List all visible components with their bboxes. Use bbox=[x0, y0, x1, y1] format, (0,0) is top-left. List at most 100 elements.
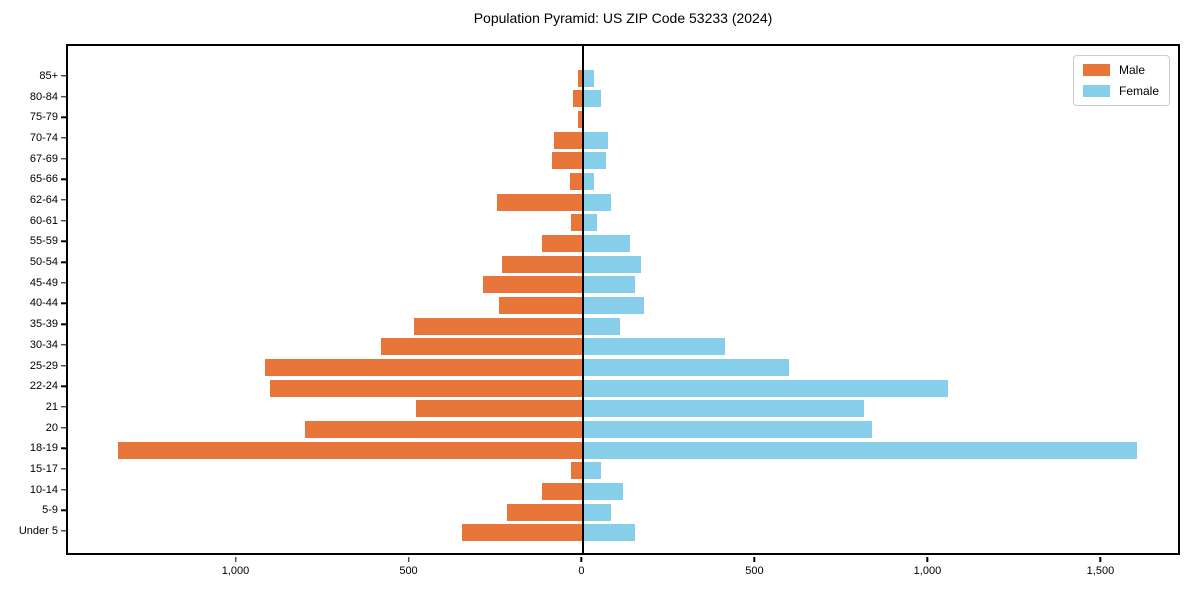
y-tick-label-5-9: 5-9 bbox=[42, 504, 58, 517]
y-tick-mark bbox=[61, 488, 66, 491]
y-tick-label-85+: 85+ bbox=[39, 70, 58, 82]
y-tick-mark bbox=[61, 158, 66, 160]
legend-entry-female: Female bbox=[1082, 84, 1159, 98]
bar-male-20 bbox=[304, 421, 584, 439]
bar-female-70-74 bbox=[583, 131, 608, 149]
bar-male-85+ bbox=[578, 69, 584, 87]
legend-entry-male: Male bbox=[1082, 63, 1159, 77]
y-tick-mark bbox=[61, 199, 66, 201]
y-tick-label-40-44: 40-44 bbox=[29, 297, 58, 310]
y-tick-label-22-24: 22-24 bbox=[29, 380, 58, 393]
zero-axis-line bbox=[582, 46, 585, 553]
plot-area: Male Female bbox=[66, 44, 1180, 555]
y-tick-mark bbox=[61, 178, 66, 181]
y-tick-mark bbox=[61, 240, 66, 243]
bar-female-67-69 bbox=[583, 152, 606, 170]
y-tick-mark bbox=[61, 344, 66, 346]
x-tick-mark bbox=[1099, 557, 1102, 562]
y-tick-label-20: 20 bbox=[45, 421, 58, 434]
y-tick-mark bbox=[61, 137, 66, 139]
bar-female-60-61 bbox=[583, 214, 598, 232]
legend-label-male: Male bbox=[1118, 63, 1145, 77]
bar-female-35-39 bbox=[583, 317, 620, 335]
bar-male-70-74 bbox=[554, 131, 584, 149]
bar-male-80-84 bbox=[573, 90, 584, 108]
bar-male-15-17 bbox=[571, 462, 584, 480]
y-tick-mark bbox=[61, 509, 66, 511]
legend-label-female: Female bbox=[1118, 84, 1159, 98]
y-tick-label-50-54: 50-54 bbox=[29, 256, 58, 269]
bar-female-40-44 bbox=[583, 296, 645, 314]
y-tick-mark bbox=[61, 364, 66, 367]
bar-female-55-59 bbox=[583, 234, 631, 252]
y-tick-mark bbox=[61, 116, 66, 119]
bar-female-50-54 bbox=[583, 255, 641, 273]
x-tick-label-1000: 1,000 bbox=[221, 565, 250, 577]
y-tick-label-55-59: 55-59 bbox=[29, 235, 58, 248]
bar-male-50-54 bbox=[502, 255, 584, 273]
y-tick-mark bbox=[61, 323, 66, 325]
bar-male-40-44 bbox=[498, 296, 584, 314]
bar-female-65-66 bbox=[583, 172, 594, 190]
y-tick-label-67-69: 67-69 bbox=[29, 152, 58, 165]
x-tick-mark bbox=[753, 557, 756, 562]
bar-male-75-79 bbox=[578, 110, 584, 128]
y-tick-label-15-17: 15-17 bbox=[29, 462, 58, 475]
y-tick-mark bbox=[61, 406, 66, 408]
x-tick-mark bbox=[580, 557, 583, 562]
legend-swatch-male bbox=[1082, 64, 1110, 76]
bar-female-62-64 bbox=[583, 193, 612, 211]
x-tick-label-500: 500 bbox=[399, 565, 418, 577]
bar-female-22-24 bbox=[583, 379, 949, 397]
y-tick-label-45-49: 45-49 bbox=[29, 276, 58, 289]
bar-male-67-69 bbox=[552, 152, 584, 170]
bar-female-21 bbox=[583, 400, 864, 418]
bar-female-10-14 bbox=[583, 483, 624, 501]
bar-female-25-29 bbox=[583, 359, 790, 377]
y-tick-mark bbox=[61, 282, 66, 284]
bar-male-25-29 bbox=[265, 359, 584, 377]
x-tick-label-1500: 1,500 bbox=[1086, 565, 1115, 577]
bar-male-62-64 bbox=[496, 193, 584, 211]
bar-female-85+ bbox=[583, 69, 594, 87]
y-tick-mark bbox=[61, 220, 66, 222]
bar-male-35-39 bbox=[413, 317, 584, 335]
bar-male-under-5 bbox=[462, 524, 584, 542]
x-tick-mark bbox=[407, 557, 410, 562]
x-tick-label-1000: 1,000 bbox=[913, 565, 942, 577]
bar-female-5-9 bbox=[583, 503, 612, 521]
y-tick-label-25-29: 25-29 bbox=[29, 359, 58, 372]
chart-title: Population Pyramid: US ZIP Code 53233 (2… bbox=[473, 10, 773, 26]
x-tick-label-500: 500 bbox=[745, 565, 764, 577]
bar-male-22-24 bbox=[270, 379, 584, 397]
y-tick-label-10-14: 10-14 bbox=[29, 483, 58, 496]
bar-female-30-34 bbox=[583, 338, 726, 356]
y-tick-mark bbox=[61, 426, 66, 429]
bar-male-30-34 bbox=[381, 338, 584, 356]
bar-female-80-84 bbox=[583, 90, 601, 108]
y-tick-mark bbox=[61, 468, 66, 470]
bar-male-45-49 bbox=[483, 276, 584, 294]
y-tick-mark bbox=[61, 447, 66, 449]
y-tick-label-under-5: Under 5 bbox=[18, 524, 58, 537]
y-tick-mark bbox=[61, 302, 66, 305]
bar-male-65-66 bbox=[569, 172, 584, 190]
legend: Male Female bbox=[1072, 55, 1170, 106]
bar-male-18-19 bbox=[118, 441, 584, 459]
x-tick-mark bbox=[926, 557, 929, 562]
y-tick-mark bbox=[61, 385, 66, 387]
bar-female-18-19 bbox=[583, 441, 1138, 459]
y-tick-label-35-39: 35-39 bbox=[29, 318, 58, 331]
y-tick-label-60-61: 60-61 bbox=[29, 214, 58, 227]
bar-male-10-14 bbox=[541, 483, 584, 501]
x-tick-mark bbox=[234, 557, 237, 562]
legend-swatch-female bbox=[1082, 85, 1110, 97]
bar-male-55-59 bbox=[541, 234, 584, 252]
y-tick-label-75-79: 75-79 bbox=[29, 111, 58, 124]
bar-female-20 bbox=[583, 421, 873, 439]
y-tick-mark bbox=[61, 75, 66, 77]
y-tick-mark bbox=[61, 95, 66, 98]
bar-female-15-17 bbox=[583, 462, 601, 480]
y-tick-mark bbox=[61, 261, 66, 263]
